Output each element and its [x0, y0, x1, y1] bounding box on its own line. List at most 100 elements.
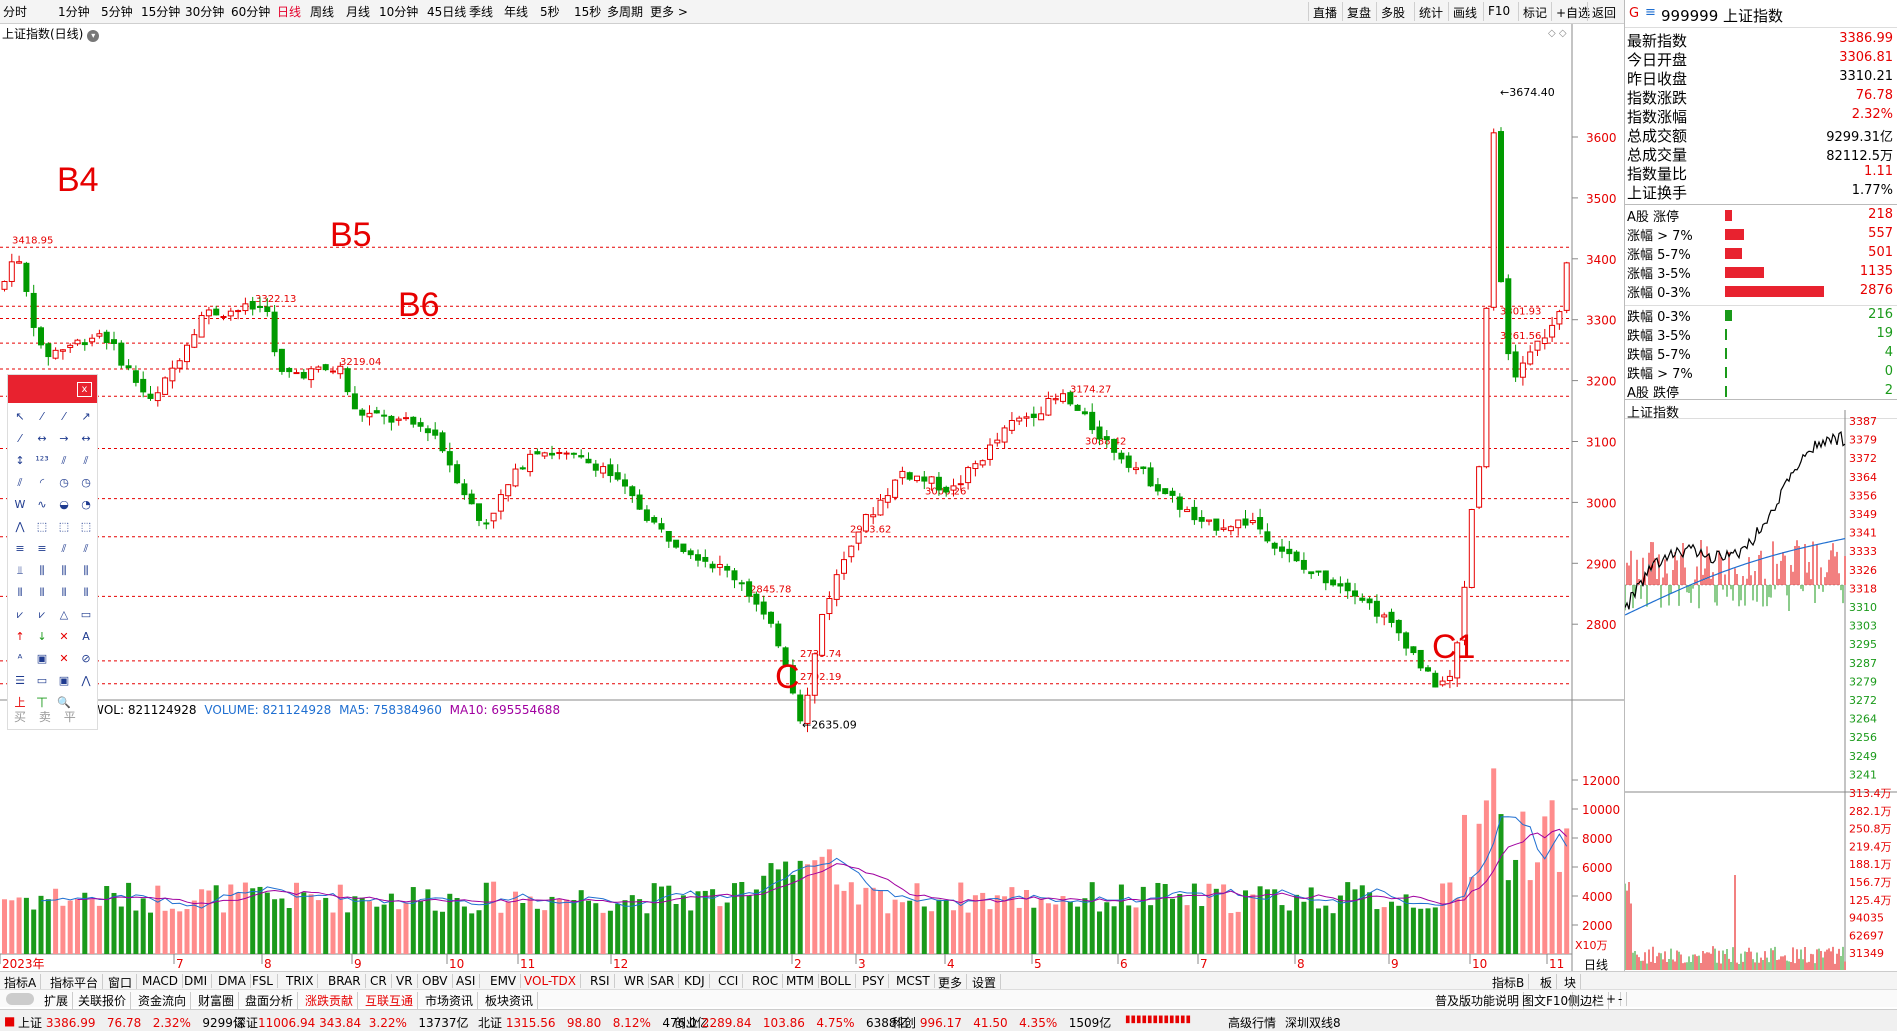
- indicator-tab-4[interactable]: DMI: [184, 974, 213, 988]
- extension-right-1[interactable]: 图文F10: [1522, 992, 1574, 1009]
- v-line-tool-icon[interactable]: ↕: [15, 454, 25, 467]
- toolbar-button-4[interactable]: 画线: [1448, 2, 1481, 21]
- cycle4-tool-icon[interactable]: ⫼: [83, 564, 89, 577]
- list-tool-icon[interactable]: ☰: [15, 674, 25, 687]
- indicator-tab-19[interactable]: CCI: [718, 974, 744, 988]
- right-axis-tab[interactable]: 日线: [1584, 958, 1608, 971]
- indicator-tab-2[interactable]: 窗口: [108, 974, 138, 991]
- indicator-tab-24[interactable]: MCST: [896, 974, 935, 988]
- rectangle-tool-icon[interactable]: ▭: [80, 608, 92, 621]
- h-line-tool-icon[interactable]: ↔: [81, 432, 91, 445]
- w-pattern-tool-icon[interactable]: W: [14, 498, 26, 511]
- drawing-tools-header[interactable]: x: [8, 375, 97, 403]
- toolbar-button-1[interactable]: 复盘: [1342, 2, 1375, 21]
- menu-icon[interactable]: ≡: [1645, 5, 1656, 20]
- period-13[interactable]: 5秒: [540, 5, 560, 19]
- channel-tool-icon[interactable]: ⫽: [61, 542, 67, 555]
- intraday-chart[interactable]: 3387 3379 3372 3364 3356 3349 3341 3333 3326 3318…: [1625, 410, 1897, 970]
- toolbar-button-2[interactable]: 多股: [1376, 2, 1409, 21]
- fib2-tool-icon[interactable]: ⬚: [58, 520, 70, 533]
- extension-right-2[interactable]: 侧边栏: [1568, 992, 1610, 1009]
- arc-tool-icon[interactable]: ◜: [39, 476, 45, 489]
- kline-chart[interactable]: 3600 3500 3400 3300 3200 3100 3000 2900 2800 1200…: [0, 24, 1624, 971]
- cycle2-tool-icon[interactable]: ⫼: [39, 564, 45, 577]
- up-tool-icon[interactable]: 上: [14, 696, 26, 709]
- period-3[interactable]: 15分钟: [141, 5, 181, 19]
- dropdown-icon[interactable]: ▾: [87, 30, 100, 42]
- period-8[interactable]: 月线: [346, 5, 371, 19]
- indicator-tab-26[interactable]: 设置: [972, 974, 1002, 991]
- indicator-tab-22[interactable]: BOLL: [820, 974, 856, 988]
- sell-button[interactable]: 卖: [38, 710, 51, 724]
- triangle-tool-icon[interactable]: △: [59, 608, 69, 621]
- zoom-tool-icon[interactable]: 🔍: [57, 696, 71, 709]
- extension-tab-6[interactable]: 互联互通: [365, 992, 419, 1009]
- ellipse-tool-icon[interactable]: ◔: [81, 498, 91, 511]
- line2-tool-icon[interactable]: ⁄: [63, 410, 65, 423]
- period-9[interactable]: 10分钟: [379, 5, 419, 19]
- toolbar-button-7[interactable]: +自选: [1551, 2, 1594, 21]
- indicator-tab-13[interactable]: EMV: [490, 974, 522, 988]
- grid2-tool-icon[interactable]: ⫴: [39, 586, 45, 599]
- period-6[interactable]: 日线: [277, 5, 302, 19]
- extension-tab-8[interactable]: 板块资讯: [485, 992, 539, 1009]
- toggle-icon[interactable]: [6, 993, 34, 1005]
- indicator-tab-9[interactable]: CR: [370, 974, 392, 988]
- period-12[interactable]: 年线: [504, 5, 529, 19]
- close-icon[interactable]: x: [77, 382, 92, 397]
- indicator-tab-18[interactable]: KDJ: [684, 974, 710, 988]
- indicator-tab-12[interactable]: ASI: [456, 974, 481, 988]
- note-tool-icon[interactable]: ▣: [58, 674, 70, 687]
- toolbar-button-3[interactable]: 统计: [1414, 2, 1447, 21]
- extension-tab-7[interactable]: 市场资讯: [425, 992, 479, 1009]
- period-14[interactable]: 15秒: [574, 5, 602, 19]
- extension-right-0[interactable]: 普及版功能说明: [1435, 992, 1525, 1009]
- indicator-tab-23[interactable]: PSY: [862, 974, 890, 988]
- indicator-tab-10[interactable]: VR: [396, 974, 418, 988]
- period-10[interactable]: 45日线: [427, 5, 467, 19]
- period-2[interactable]: 5分钟: [101, 5, 133, 19]
- parallel2-tool-icon[interactable]: ⫽: [83, 454, 89, 467]
- pointer-tool-icon[interactable]: ↖: [15, 410, 25, 423]
- parallel3-tool-icon[interactable]: ⫽: [17, 476, 23, 489]
- fan-tool-icon[interactable]: ⩗: [16, 608, 24, 621]
- cross-tool-icon[interactable]: ✕: [59, 630, 69, 643]
- channel2-tool-icon[interactable]: ⫽: [83, 542, 89, 555]
- sz-line-link[interactable]: 深圳双线8: [1285, 1016, 1341, 1030]
- period-7[interactable]: 周线: [310, 5, 335, 19]
- buy-button[interactable]: 买: [14, 710, 27, 724]
- indicator-tab-5[interactable]: DMA: [218, 974, 251, 988]
- circle2-tool-icon[interactable]: ◷: [81, 476, 91, 489]
- indicator-tab-3[interactable]: MACD: [142, 974, 183, 988]
- m-pattern-tool-icon[interactable]: ⋀: [15, 520, 25, 533]
- period-4[interactable]: 30分钟: [185, 5, 225, 19]
- flag-tool-icon[interactable]: 丅: [36, 696, 48, 709]
- text-tool-icon[interactable]: A: [82, 630, 90, 643]
- extension-tab-4[interactable]: 盘面分析: [245, 992, 299, 1009]
- indicator-tab-11[interactable]: OBV: [422, 974, 453, 988]
- text2-tool-icon[interactable]: ᴬ: [17, 652, 23, 665]
- period-1[interactable]: 1分钟: [58, 5, 90, 19]
- toolbar-button-8[interactable]: 返回: [1587, 2, 1620, 21]
- gann2-tool-icon[interactable]: ≡: [37, 542, 47, 555]
- toolbar-button-0[interactable]: 直播: [1308, 2, 1341, 21]
- period-11[interactable]: 季线: [469, 5, 494, 19]
- extension-tab-5[interactable]: 涨跌贡献: [305, 992, 359, 1009]
- grid-tool-icon[interactable]: ⫴: [17, 586, 23, 599]
- fib3-tool-icon[interactable]: ⬚: [80, 520, 92, 533]
- cycle3-tool-icon[interactable]: ⫼: [61, 564, 67, 577]
- gann-tool-icon[interactable]: ≡: [15, 542, 25, 555]
- indicator-tab-14[interactable]: VOL-TDX: [524, 974, 581, 988]
- indicator-tab-20[interactable]: ROC: [752, 974, 784, 988]
- fib-tool-icon[interactable]: ⬚: [36, 520, 48, 533]
- period-0[interactable]: 分时: [3, 5, 28, 19]
- chart-title[interactable]: 上证指数(日线) ▾: [2, 25, 100, 42]
- hide-tool-icon[interactable]: ⊘: [81, 652, 91, 665]
- period-5[interactable]: 60分钟: [231, 5, 271, 19]
- indicator-right-tab-2[interactable]: 块: [1564, 974, 1582, 991]
- arrow-tool-icon[interactable]: ↗: [81, 410, 91, 423]
- down-arrow-tool-icon[interactable]: ↓: [37, 630, 47, 643]
- indicator-tab-21[interactable]: MTM: [786, 974, 820, 988]
- up-arrow-tool-icon[interactable]: ↑: [15, 630, 25, 643]
- extension-right-4[interactable]: -: [1618, 992, 1628, 1006]
